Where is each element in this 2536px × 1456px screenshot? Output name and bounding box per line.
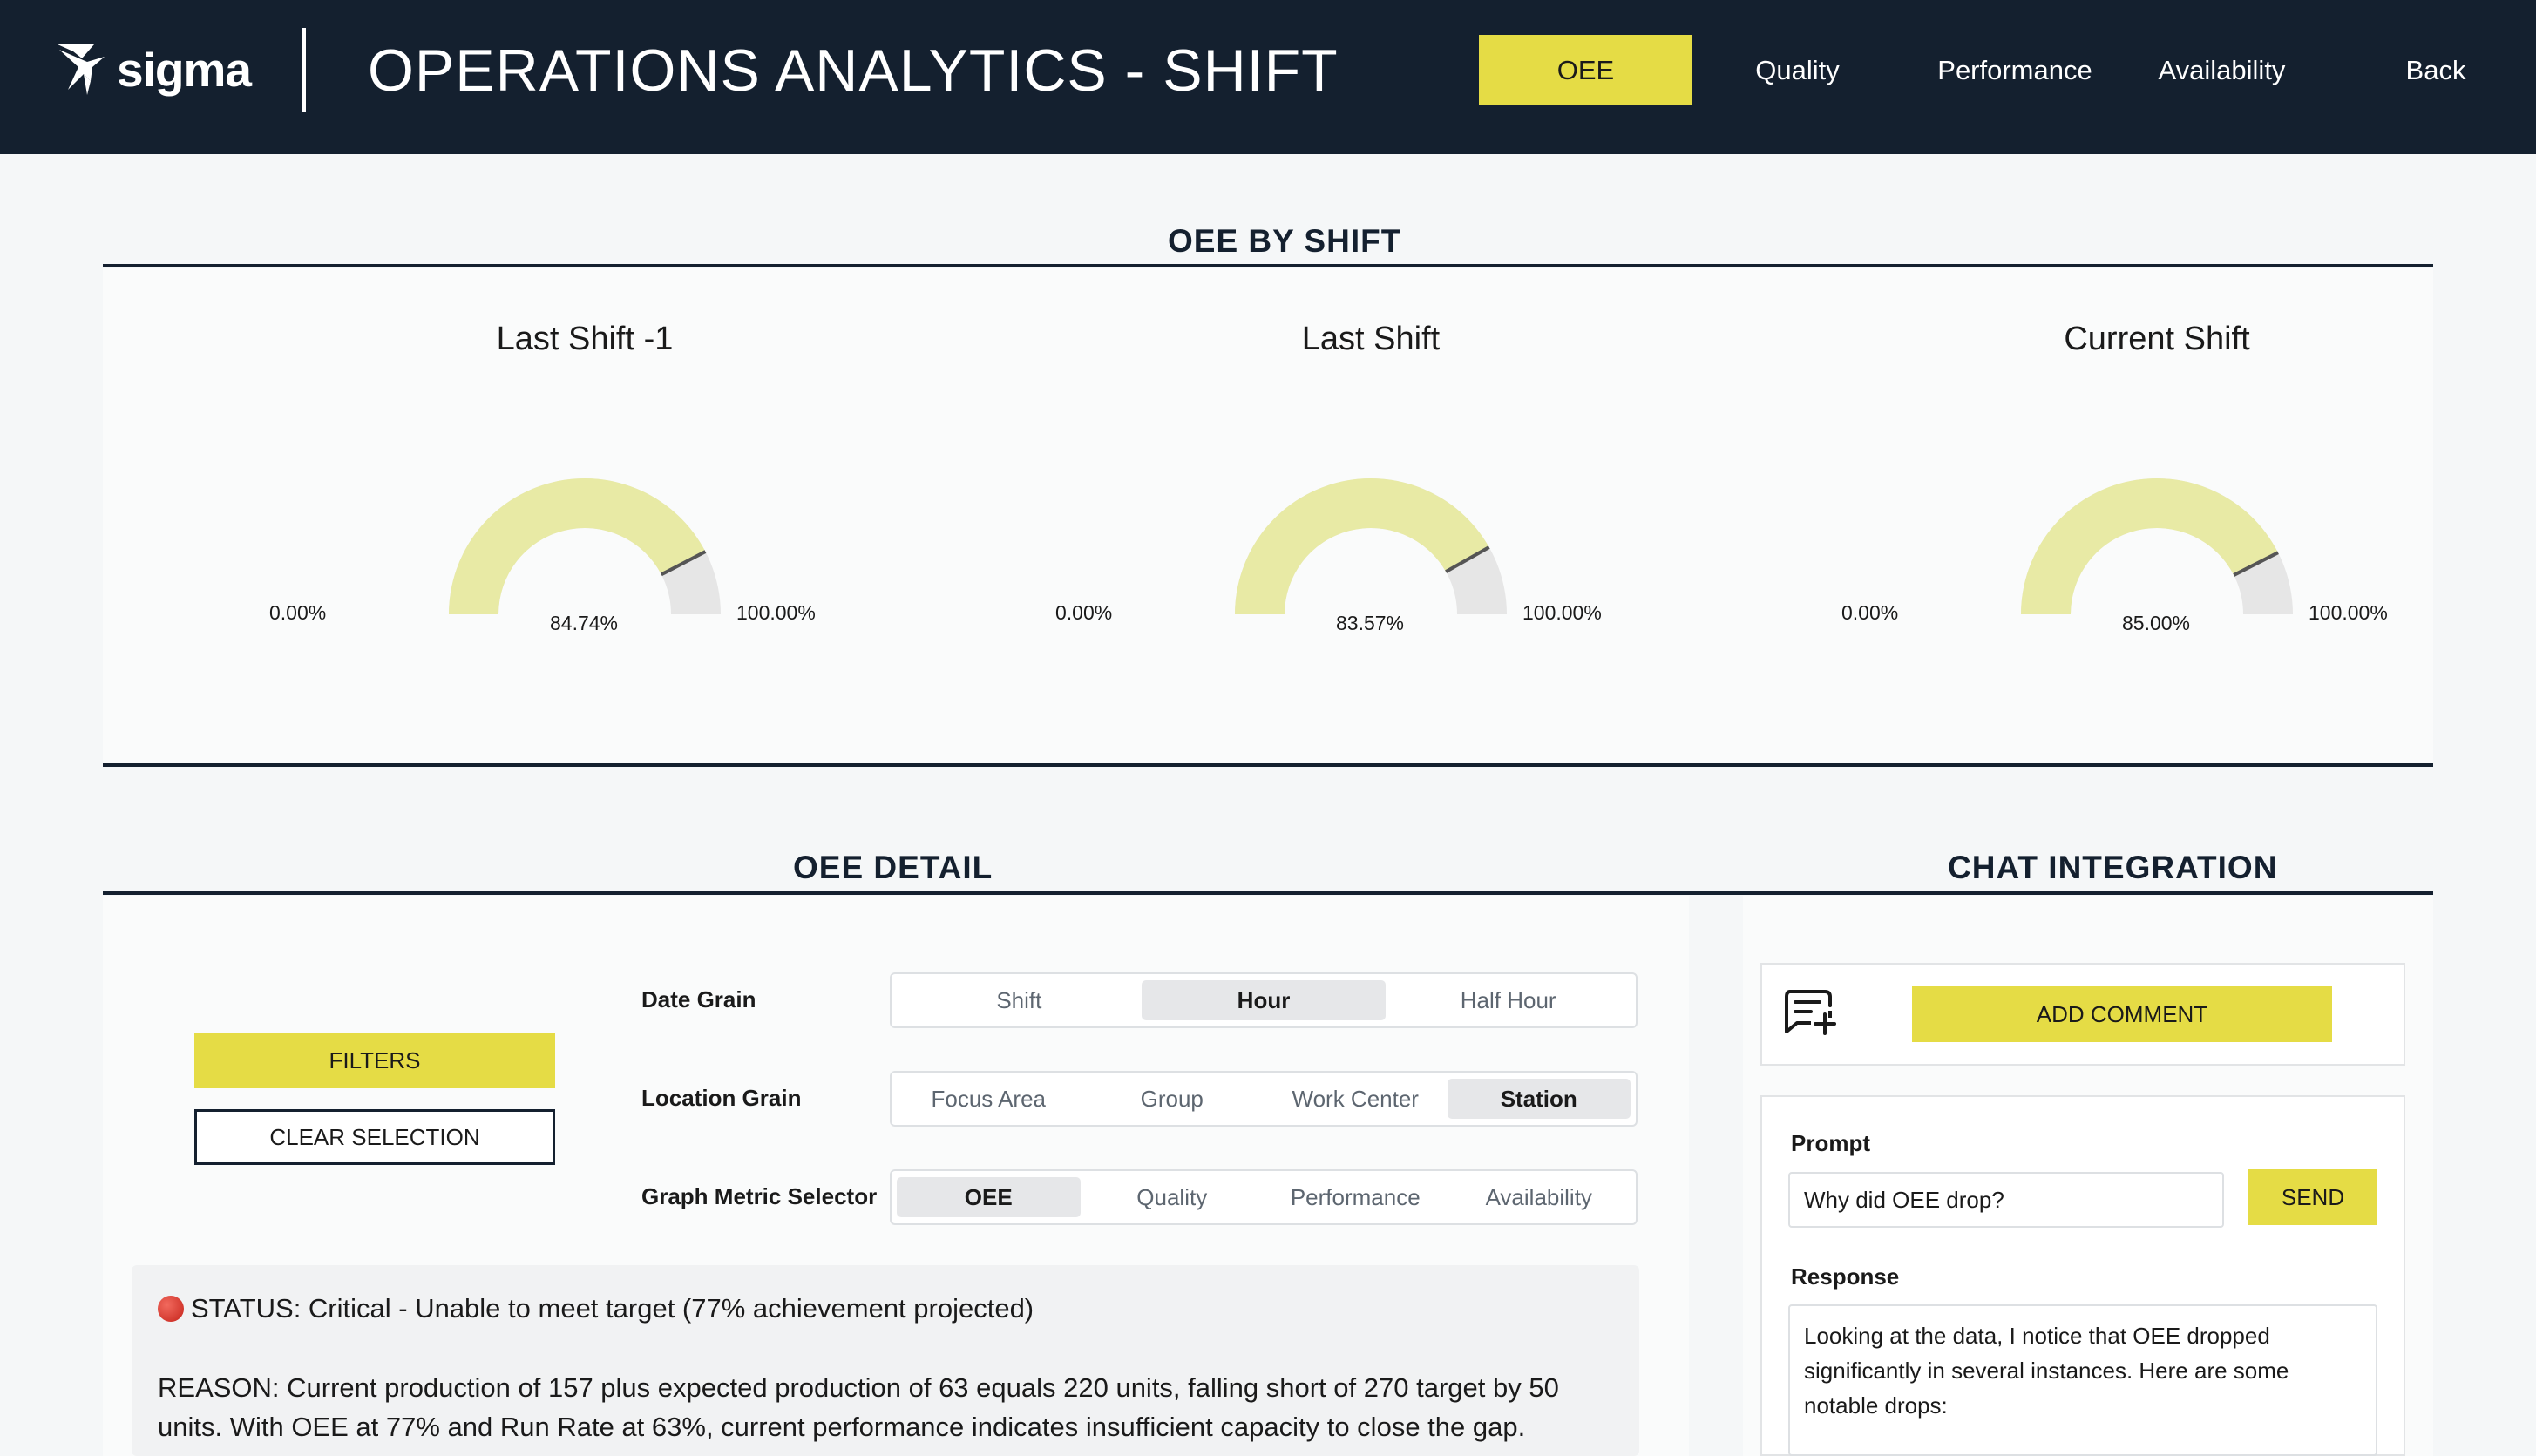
status-line: STATUS: Critical - Unable to meet target… (158, 1293, 1034, 1324)
top-header: sigma OPERATIONS ANALYTICS - SHIFT OEE Q… (0, 0, 2536, 154)
prompt-label: Prompt (1791, 1130, 1870, 1156)
header-divider (302, 28, 306, 112)
logo-text: sigma (117, 43, 252, 97)
response-box: Looking at the data, I notice that OEE d… (1788, 1304, 2377, 1456)
gauge-title: Last Shift (1301, 321, 1441, 357)
gauge-panel: Last Shift -1 0.00% 84.74% 100.00% Last … (103, 268, 2433, 765)
oee-by-shift-title: OEE BY SHIFT (1168, 223, 1402, 259)
location-grain-selector: Focus Area Group Work Center Station (890, 1071, 1638, 1127)
sigma-logo[interactable]: sigma (56, 35, 252, 105)
prompt-input[interactable] (1788, 1172, 2224, 1228)
sigma-logo-icon (58, 44, 105, 95)
gauge-needle (2233, 551, 2279, 577)
nav-oee-button[interactable]: OEE (1479, 35, 1692, 105)
oee-detail-title: OEE DETAIL (793, 850, 993, 885)
gauge-min-label: 0.00% (269, 601, 327, 624)
metric-option-performance[interactable]: Performance (1290, 1183, 1421, 1210)
gauge-max-label: 100.00% (2309, 601, 2388, 624)
graph-metric-selector: OEE Quality Performance Availability (890, 1169, 1638, 1225)
nav-back-button[interactable]: Back (2405, 54, 2466, 85)
location-grain-label: Location Grain (641, 1085, 802, 1111)
gauge-fill (449, 478, 706, 614)
response-label: Response (1791, 1263, 1900, 1290)
send-button[interactable]: SEND (2248, 1169, 2377, 1225)
date-grain-label: Date Grain (641, 986, 756, 1012)
location-grain-option-group[interactable]: Group (1140, 1085, 1204, 1112)
gauge-value-label: 83.57% (1336, 612, 1405, 634)
date-grain-option-half-hour[interactable]: Half Hour (1460, 986, 1556, 1013)
metric-option-availability[interactable]: Availability (1485, 1183, 1592, 1210)
metric-option-oee[interactable]: OEE (897, 1177, 1081, 1217)
gauge-max-label: 100.00% (1522, 601, 1602, 624)
gauge-needle (1445, 545, 1490, 573)
gauge-last-shift[interactable]: Last Shift 0.00% 83.57% 100.00% (979, 268, 1763, 756)
gauge-min-label: 0.00% (1055, 601, 1113, 624)
gauge-needle (660, 550, 707, 577)
gauge-chart (1235, 477, 1507, 614)
nav-performance-button[interactable]: Performance (1937, 54, 2092, 85)
gauge-chart (449, 478, 721, 614)
location-grain-option-station[interactable]: Station (1447, 1079, 1631, 1119)
date-grain-selector: Shift Hour Half Hour (890, 972, 1638, 1028)
date-grain-option-hour[interactable]: Hour (1141, 980, 1387, 1020)
gauge-last-shift-minus-1[interactable]: Last Shift -1 0.00% 84.74% 100.00% (193, 268, 977, 756)
section-rule (103, 264, 2433, 267)
gauge-chart (2021, 477, 2293, 614)
chat-integration-title: CHAT INTEGRATION (1948, 850, 2278, 885)
gauge-fill (1235, 477, 1489, 614)
add-comment-icon[interactable] (1785, 988, 1837, 1042)
nav-quality-button[interactable]: Quality (1755, 54, 1840, 85)
reason-text: REASON: Current production of 157 plus e… (158, 1372, 1559, 1442)
section-rule (103, 763, 2433, 767)
nav-availability-button[interactable]: Availability (2158, 54, 2286, 85)
gauge-title: Last Shift -1 (496, 321, 674, 357)
clear-selection-button[interactable]: CLEAR SELECTION (194, 1109, 555, 1165)
gauge-value-label: 85.00% (2122, 612, 2191, 634)
add-comment-button[interactable]: ADD COMMENT (1912, 986, 2332, 1042)
gauge-value-label: 84.74% (550, 612, 619, 634)
gauge-current-shift[interactable]: Current Shift 0.00% 85.00% 100.00% (1765, 268, 2536, 756)
metric-option-quality[interactable]: Quality (1136, 1183, 1208, 1210)
status-box: STATUS: Critical - Unable to meet target… (132, 1265, 1639, 1456)
location-grain-option-focus-area[interactable]: Focus Area (931, 1085, 1046, 1112)
location-grain-option-work-center[interactable]: Work Center (1292, 1085, 1419, 1112)
filters-button[interactable]: FILTERS (194, 1033, 555, 1088)
date-grain-option-shift[interactable]: Shift (996, 986, 1042, 1013)
gauge-min-label: 0.00% (1841, 601, 1899, 624)
graph-metric-selector-label: Graph Metric Selector (641, 1183, 878, 1209)
page-title: OPERATIONS ANALYTICS - SHIFT (368, 37, 1339, 104)
gauge-max-label: 100.00% (736, 601, 816, 624)
gauge-fill (2021, 477, 2278, 614)
gauge-title: Current Shift (2064, 321, 2250, 357)
section-rule (103, 891, 2433, 895)
red-circle-icon (158, 1296, 184, 1322)
status-text: STATUS: Critical - Unable to meet target… (191, 1293, 1034, 1324)
